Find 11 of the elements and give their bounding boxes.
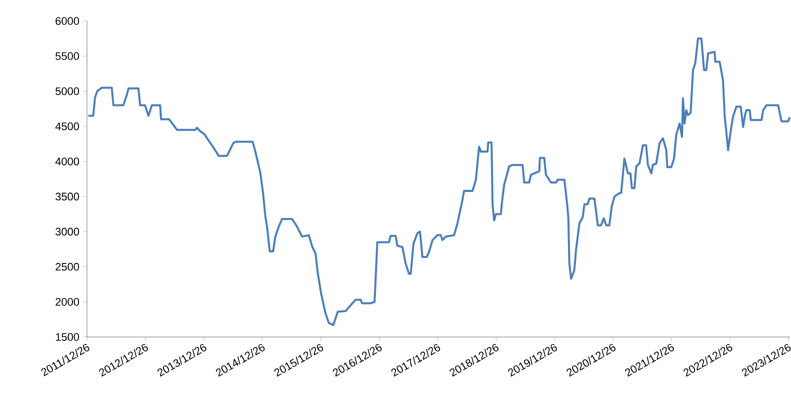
y-tick-label: 6000 <box>56 17 80 25</box>
y-tick-label: 3000 <box>56 228 80 236</box>
y-tick-label: 4500 <box>55 122 80 130</box>
y-tick-label: 4000 <box>55 158 80 166</box>
y-tick-label: 5500 <box>56 52 80 60</box>
y-tick-label: 5000 <box>56 87 80 96</box>
line-series <box>87 38 791 326</box>
y-tick-label: 2000 <box>56 298 80 306</box>
y-tick-label: 2500 <box>56 262 80 271</box>
y-tick-label: 1500 <box>56 333 80 341</box>
y-tick-label: 3500 <box>56 192 80 200</box>
